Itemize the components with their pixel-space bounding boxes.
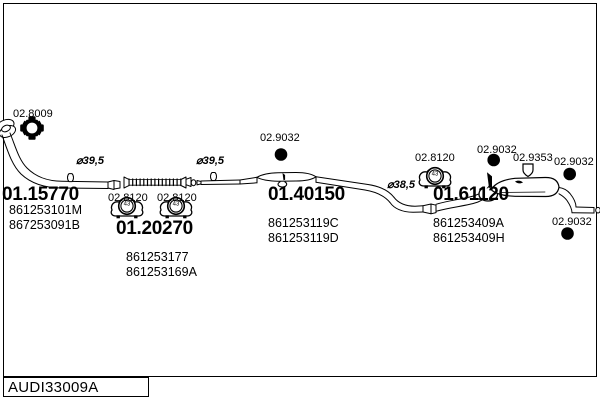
- svg-text:43: 43: [432, 171, 439, 177]
